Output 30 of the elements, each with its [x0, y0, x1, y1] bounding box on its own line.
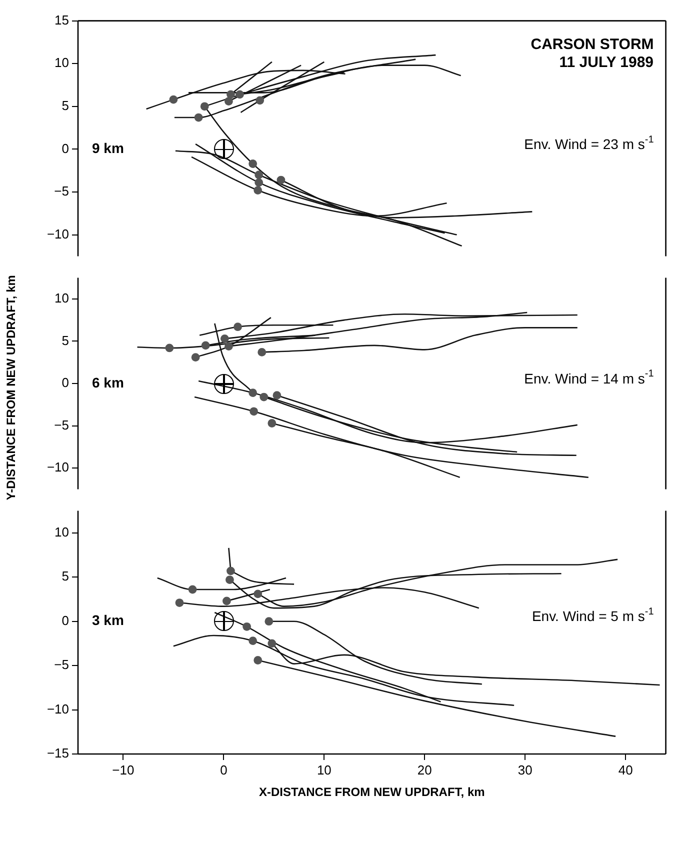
- y-tick-label: 10: [54, 290, 69, 306]
- annotation: 9 km: [92, 140, 124, 156]
- y-tick-label: −10: [46, 460, 69, 475]
- annotation: 3 km: [92, 612, 124, 628]
- y-tick-label: −15: [46, 746, 69, 761]
- text: CARSON STORM: [530, 36, 654, 53]
- x-tick-label: 20: [417, 762, 432, 778]
- y-tick-label: −10: [46, 226, 69, 242]
- y-tick-label: 5: [62, 568, 69, 584]
- y-tick-label: 5: [62, 332, 69, 348]
- x-tick-label: −10: [112, 762, 134, 778]
- y-tick-label: 0: [62, 140, 69, 156]
- text: 11 JULY 1989: [559, 54, 654, 71]
- x-tick-label: 10: [316, 762, 332, 778]
- y-axis-title: Y-DISTANCE FROM NEW UPDRAFT, km: [4, 274, 18, 502]
- y-tick-label: −10: [46, 701, 69, 716]
- x-tick-label: 40: [618, 762, 633, 778]
- y-tick-label: −5: [54, 657, 69, 672]
- y-tick-label: −5: [54, 184, 69, 199]
- y-tick-label: 0: [62, 612, 69, 628]
- annotation: 6 km: [92, 374, 124, 390]
- x-axis-title: X-DISTANCE FROM NEW UPDRAFT, km: [259, 785, 485, 800]
- y-tick-label: 5: [62, 98, 69, 113]
- y-tick-label: −5: [54, 417, 69, 432]
- y-tick-label: 10: [54, 55, 69, 70]
- x-tick-label: 0: [220, 762, 228, 778]
- y-tick-label: 10: [54, 524, 69, 540]
- y-tick-label: 0: [62, 375, 69, 390]
- x-tick-label: 30: [518, 762, 532, 778]
- y-tick-label: 15: [54, 12, 69, 28]
